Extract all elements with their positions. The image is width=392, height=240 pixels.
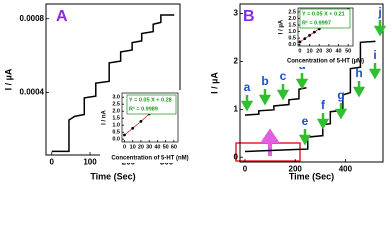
x-axis-label: Concentration of 5-HT (µM) (287, 59, 364, 65)
y-tick-label: 1.5 (112, 116, 120, 122)
y-axis-label: I / µA (279, 19, 285, 34)
step-letter: j (377, 5, 381, 19)
data-line (51, 14, 175, 153)
r-squared: R² = 0.9989 (129, 105, 158, 112)
x-tick-label: 50 (345, 48, 351, 54)
equation-box (299, 8, 351, 29)
step-arrow (352, 81, 366, 98)
y-tick-label: 0.5 (288, 36, 296, 42)
x-tick-label: 0 (50, 157, 55, 166)
y-axis-label: I / µA (209, 72, 219, 94)
x-tick-label: 60 (171, 144, 177, 150)
x-tick-label: 0 (243, 164, 248, 173)
y-tick-label: 3 (234, 9, 239, 18)
y-axis-label: I / µA (3, 68, 13, 90)
x-tick-label: 20 (138, 144, 144, 150)
y-tick-label: 1 (234, 104, 239, 113)
data-point (139, 120, 143, 123)
step-arrow (258, 89, 272, 106)
x-axis-label: Time (Sec) (289, 171, 334, 181)
x-tick-label: 40 (154, 144, 160, 150)
step-letter: f (321, 98, 326, 112)
pink-arrow (260, 128, 280, 156)
data-point (313, 30, 316, 34)
x-tick-label: 0 (298, 48, 301, 54)
y-tick-label: 2 (234, 57, 239, 66)
y-tick-label: 2.0 (288, 16, 296, 22)
x-axis-label: Time (Sec) (90, 171, 135, 181)
step-arrow (334, 103, 348, 120)
panel-label: A (56, 8, 68, 25)
y-tick-label: 2.5 (288, 9, 296, 15)
data-point (298, 40, 302, 44)
data-line (244, 40, 376, 153)
data-point (131, 126, 135, 130)
y-axis-label: I / nA (102, 110, 108, 125)
step-letter: h (355, 66, 362, 80)
y-tick-label: 0.0008 (20, 14, 45, 23)
plot-frame (121, 92, 179, 143)
y-tick-label: 1.5 (288, 22, 296, 28)
step-letter: b (261, 74, 268, 88)
x-tick-label: 100 (83, 157, 97, 166)
x-tick-label: 10 (307, 48, 313, 54)
x-tick-label: 40 (335, 48, 341, 54)
step-arrow (298, 129, 312, 146)
step-arrow (240, 95, 254, 112)
y-tick-label: 0.5 (112, 130, 120, 136)
panel-label: B (243, 8, 255, 25)
y-tick-label: 1.0 (288, 29, 296, 35)
data-point (303, 37, 307, 41)
r-squared: R² = 0.9997 (302, 19, 331, 26)
step-letter: a (244, 80, 251, 94)
equation-box (126, 94, 177, 115)
data-point (123, 133, 126, 137)
step-letter: i (373, 48, 376, 62)
x-tick-label: 30 (326, 48, 332, 54)
step-arrow (373, 20, 387, 37)
step-arrow (295, 73, 309, 90)
y-tick-label: 2.0 (112, 109, 120, 115)
x-tick-label: 400 (339, 164, 353, 173)
data-point (308, 33, 311, 37)
step-arrow (316, 113, 330, 130)
x-tick-label: 30 (146, 144, 152, 150)
x-tick-label: 50 (163, 144, 169, 150)
plot-frame (239, 3, 384, 163)
x-tick-label: 10 (130, 144, 136, 150)
y-tick-label: 0.0004 (20, 87, 45, 96)
step-arrow (276, 84, 290, 101)
step-letter: e (302, 114, 309, 128)
step-letter: g (337, 88, 344, 102)
x-tick-label: 20 (316, 48, 322, 54)
data-line (244, 87, 307, 116)
step-letter: c (280, 69, 287, 83)
step-arrow (368, 63, 382, 80)
y-tick-label: 1.0 (112, 123, 120, 129)
x-tick-label: 200 (289, 164, 303, 173)
y-tick-label: 2.5 (112, 102, 120, 108)
y-tick-label: 0.0 (288, 42, 296, 48)
x-axis-label: Concentration of 5-HT (nM) (111, 156, 188, 162)
y-tick-label: 3.0 (112, 95, 120, 101)
fit-equation: Y = 0.05 X + 0.28 (129, 97, 172, 103)
plot-frame (297, 7, 354, 47)
y-tick-label: 0 (234, 152, 239, 161)
x-tick-label: 0 (123, 144, 126, 150)
fit-equation: Y = 0.05 X + 0.21 (302, 11, 345, 17)
y-tick-label: 0.0 (112, 137, 120, 143)
